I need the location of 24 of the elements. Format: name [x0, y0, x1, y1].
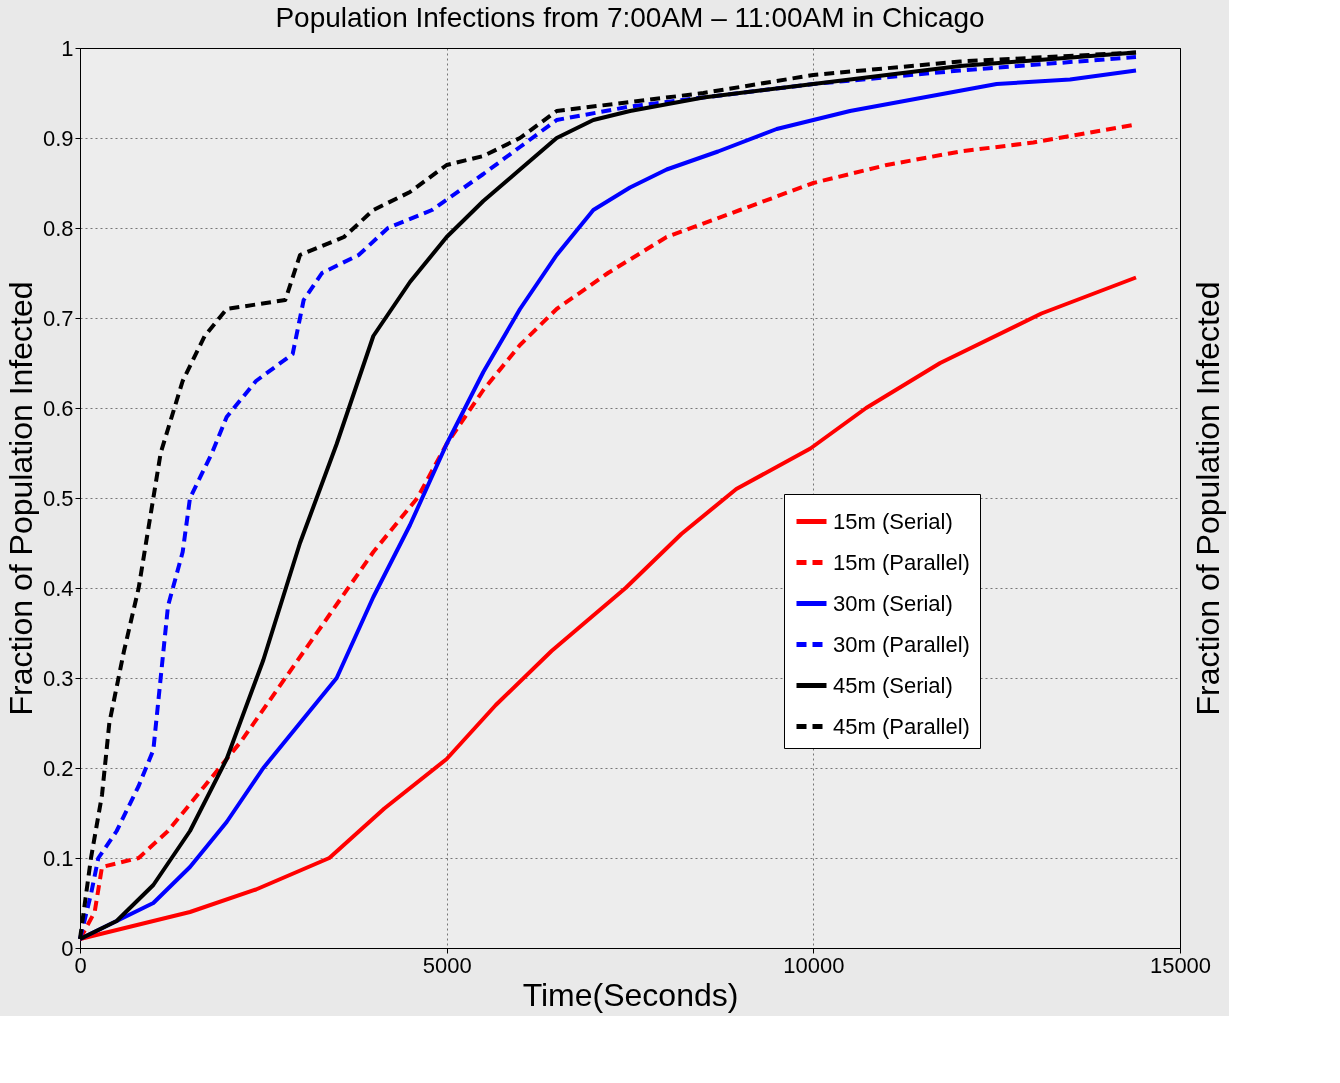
x-tick-label: 10000 [783, 952, 845, 978]
y-tick-label: 0.6 [42, 395, 74, 421]
y-tick-label: 0.1 [42, 845, 74, 871]
legend-label: 45m (Parallel) [833, 713, 970, 739]
y-tick-label: 0.7 [42, 305, 74, 331]
legend-label: 30m (Serial) [833, 590, 953, 616]
y-tick-label: 0.8 [42, 215, 74, 241]
x-tick-label: 15000 [1149, 952, 1212, 978]
y-tick-label: 0.3 [42, 665, 74, 691]
legend-label: 15m (Serial) [833, 508, 953, 534]
y-tick-label: 1 [61, 35, 74, 61]
y-tick-label: 0.5 [42, 485, 74, 511]
legend-label: 15m (Parallel) [833, 549, 970, 575]
y-tick-label: 0.2 [42, 755, 74, 781]
y-tick-label: 0.9 [42, 125, 74, 151]
y-axis-title: Fraction of Population Infected [2, 281, 39, 716]
legend-label: 45m (Serial) [833, 672, 953, 698]
y2-axis-title: Fraction of Population Infected [1189, 281, 1226, 716]
y-tick-label: 0.4 [42, 575, 74, 601]
x-tick-label: 5000 [422, 952, 472, 978]
legend-label: 30m (Parallel) [833, 631, 970, 657]
y-tick-label: 0 [61, 935, 74, 961]
chart-title: Population Infections from 7:00AM – 11:00AM in Chicago [275, 2, 985, 33]
x-axis-title: Time(Seconds) [522, 976, 739, 1013]
